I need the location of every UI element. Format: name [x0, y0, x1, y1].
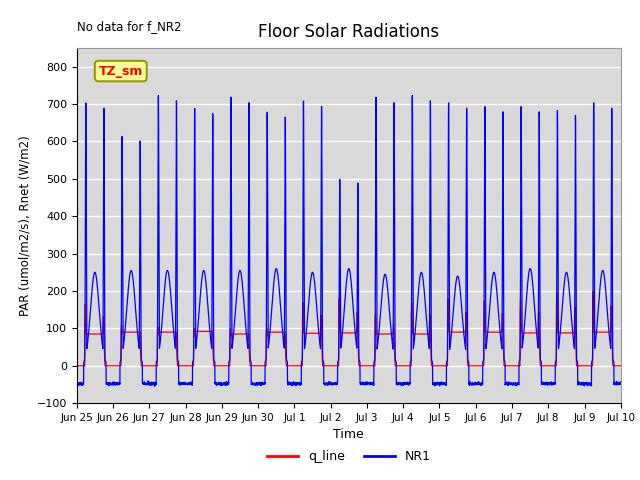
Title: Floor Solar Radiations: Floor Solar Radiations	[258, 23, 440, 41]
NR1	[73, 381, 81, 386]
NR1	[155, 93, 163, 98]
NR1	[471, 381, 479, 386]
NR1	[617, 379, 625, 384]
NR1	[171, 340, 179, 346]
q_line	[440, 363, 448, 369]
Text: TZ_sm: TZ_sm	[99, 65, 143, 78]
NR1	[329, 380, 337, 386]
NR1	[151, 384, 159, 389]
q_line	[471, 363, 479, 369]
NR1	[502, 380, 509, 386]
NR1	[441, 380, 449, 385]
X-axis label: Time: Time	[333, 429, 364, 442]
Text: No data for f_NR2: No data for f_NR2	[77, 20, 181, 33]
q_line	[328, 363, 336, 369]
q_line	[502, 363, 509, 369]
q_line	[616, 363, 624, 369]
Line: NR1: NR1	[77, 96, 621, 386]
q_line	[617, 363, 625, 369]
NR1	[616, 381, 624, 386]
q_line	[589, 288, 597, 294]
q_line	[73, 363, 81, 369]
q_line	[171, 329, 179, 335]
Legend: q_line, NR1: q_line, NR1	[262, 445, 436, 468]
Y-axis label: PAR (umol/m2/s), Rnet (W/m2): PAR (umol/m2/s), Rnet (W/m2)	[18, 135, 31, 316]
Line: q_line: q_line	[77, 291, 621, 366]
